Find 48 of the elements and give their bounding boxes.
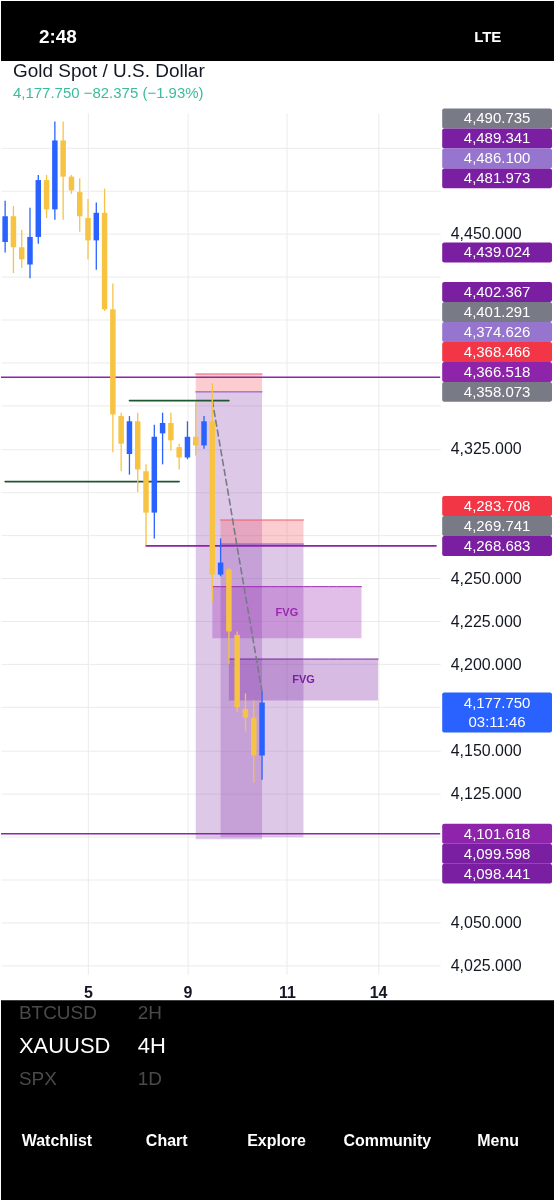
text: 4,481.973 <box>463 169 531 187</box>
y-tick-label: 4,150.000 <box>450 741 522 759</box>
x-tick-label: 11 <box>278 983 296 1001</box>
text: Community <box>343 1132 432 1150</box>
text: 4,486.100 <box>463 149 531 167</box>
text: 4H <box>137 1033 166 1059</box>
text: LTE <box>474 28 502 46</box>
text: 4,490.735 <box>463 109 531 127</box>
ref-line-label: 4,366.518 <box>463 362 531 380</box>
text: 4,099.598 <box>463 844 531 862</box>
chart-subtitle: 4,177.750 −82.375 (−1.93%) <box>12 83 204 101</box>
y-tick-label: 4,325.000 <box>450 440 522 458</box>
text: 4,177.750 03:11:46 <box>463 693 531 731</box>
y-tick-label: 4,200.000 <box>450 655 522 673</box>
text: 4,402.367 <box>463 283 531 301</box>
text: 4,269.741 <box>463 516 531 534</box>
text: BTCUSD <box>18 1002 97 1024</box>
text: 4,098.441 <box>463 864 531 882</box>
text: 4,268.683 <box>463 536 531 554</box>
text: 1D <box>137 1068 162 1090</box>
chart-title: Gold Spot / U.S. Dollar <box>12 59 205 81</box>
annotation: FVG <box>292 672 315 685</box>
y-tick-label: 4,125.000 <box>450 784 522 802</box>
text: 4,368.466 <box>463 342 531 360</box>
text: 2:48 <box>38 26 77 48</box>
text: SPX <box>18 1068 58 1090</box>
text: 4,439.024 <box>463 243 531 261</box>
text: 4,358.073 <box>463 382 531 400</box>
text: 4,374.626 <box>463 322 531 340</box>
ref-line-label: 4,101.618 <box>463 824 531 842</box>
y-tick-label: 4,225.000 <box>450 612 522 630</box>
x-tick-label: 9 <box>183 983 193 1001</box>
text: 4,489.341 <box>463 129 531 147</box>
y-tick-label: 4,450.000 <box>450 224 522 242</box>
text: Explore <box>247 1132 306 1150</box>
text: Chart <box>145 1132 189 1150</box>
text: Watchlist <box>21 1132 93 1150</box>
y-tick-label: 4,025.000 <box>450 957 522 975</box>
y-tick-label: 4,250.000 <box>450 569 522 587</box>
text: 4,401.291 <box>463 303 531 321</box>
text: 4,283.708 <box>463 496 531 514</box>
y-tick-label: 4,050.000 <box>450 914 522 932</box>
text: Menu <box>477 1132 519 1150</box>
x-tick-label: 5 <box>84 983 94 1001</box>
text: XAUUSD <box>18 1033 111 1059</box>
series-label: FVG <box>275 605 299 618</box>
x-tick-label: 14 <box>369 983 388 1001</box>
text: 2H <box>137 1002 162 1024</box>
